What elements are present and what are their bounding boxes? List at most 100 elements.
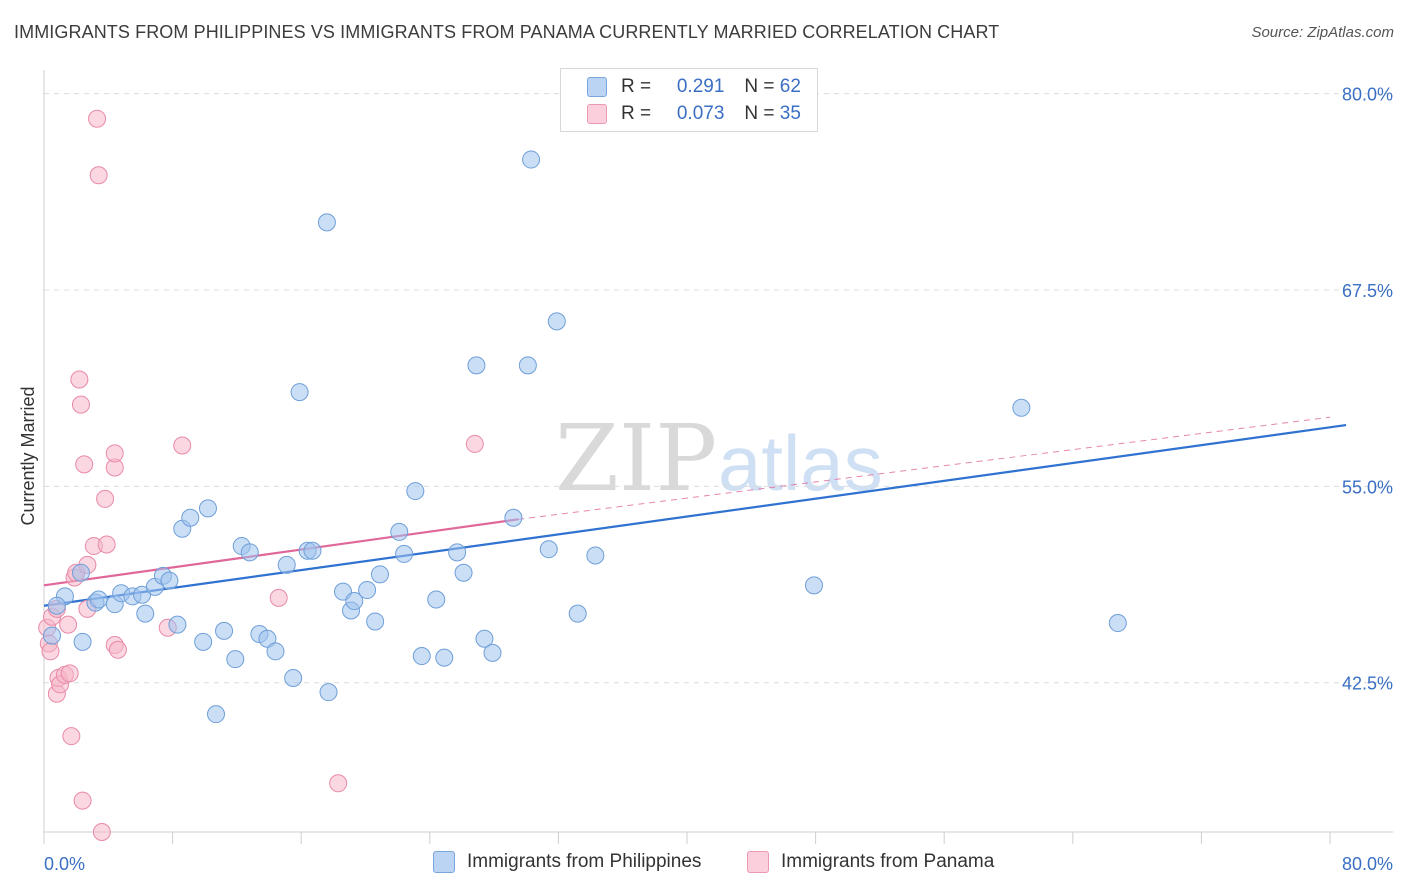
bottom-legend-panama: Immigrants from Panama: [747, 851, 994, 873]
panama-point: [60, 664, 79, 683]
philippines-point: [89, 590, 108, 609]
watermark-zip: ZIP: [555, 405, 717, 512]
panama-point: [465, 434, 484, 453]
philippines-point: [547, 312, 566, 331]
legend-n-value: 35: [779, 103, 801, 124]
philippines-point: [395, 544, 414, 563]
panama-point: [73, 791, 92, 810]
philippines-point: [475, 629, 494, 648]
bottom-legend-philippines: Immigrants from Philippines: [433, 851, 701, 873]
panama-point: [105, 444, 124, 463]
source-label: Source: ZipAtlas.com: [1251, 24, 1394, 41]
philippines-point: [518, 356, 537, 375]
philippines-point: [483, 643, 502, 662]
philippines-point: [345, 592, 364, 611]
panama-trend-line: [43, 518, 519, 587]
legend-row-philippines: R = 0.291 N = 62: [587, 75, 801, 99]
philippines-point: [454, 563, 473, 582]
panama-point: [97, 535, 116, 554]
philippines-point: [467, 356, 486, 375]
philippines-point: [284, 669, 303, 688]
watermark: ZIP atlas: [555, 405, 883, 512]
philippines-point: [43, 626, 62, 645]
philippines-point: [522, 150, 541, 169]
y-axis-label: Currently Married: [18, 386, 38, 525]
panama-point: [70, 370, 89, 389]
legend-swatch-blue: [587, 77, 607, 97]
philippines-point: [226, 650, 245, 669]
bottom-legend-label: Immigrants from Philippines: [467, 851, 702, 872]
y-tick-label: 80.0%: [1342, 85, 1393, 105]
panama-point: [41, 642, 60, 661]
bottom-legend-label: Immigrants from Panama: [781, 851, 995, 872]
philippines-point: [427, 590, 446, 609]
x-tick-label: 80.0%: [1342, 854, 1393, 874]
philippines-point: [568, 604, 587, 623]
philippines-point: [448, 543, 467, 562]
bottom-legend-swatch-pink: [747, 851, 769, 873]
philippines-point: [277, 555, 296, 574]
philippines-point: [435, 648, 454, 667]
panama-point: [59, 615, 78, 634]
bottom-legend-swatch-blue: [433, 851, 455, 873]
panama-point: [329, 774, 348, 793]
legend: R = 0.291 N = 62 R = 0.073 N = 35: [560, 68, 818, 132]
philippines-point: [160, 571, 179, 590]
philippines-point: [258, 629, 277, 648]
philippines-point: [168, 615, 187, 634]
x-tick-label: 0.0%: [44, 854, 85, 874]
philippines-point: [73, 632, 92, 651]
philippines-point: [358, 581, 377, 600]
philippines-point: [198, 499, 217, 518]
philippines-point: [303, 541, 322, 560]
philippines-point: [240, 543, 259, 562]
panama-point: [92, 823, 111, 841]
philippines-point: [586, 546, 605, 565]
philippines-point: [181, 508, 200, 527]
panama-point: [89, 166, 108, 185]
philippines-point: [317, 213, 336, 232]
philippines-point: [194, 632, 213, 651]
panama-point: [75, 455, 94, 474]
philippines-point: [504, 508, 523, 527]
panama-point: [108, 640, 127, 659]
y-tick-label: 55.0%: [1342, 477, 1393, 497]
y-tick-label: 67.5%: [1342, 281, 1393, 301]
panama-trend-extension: [518, 416, 1331, 520]
panama-point: [71, 395, 90, 414]
philippines-point: [370, 565, 389, 584]
philippines-point: [406, 482, 425, 501]
panama-point: [62, 727, 81, 746]
legend-r-value: 0.073: [676, 103, 725, 124]
philippines-point: [290, 383, 309, 402]
philippines-point: [47, 596, 66, 615]
legend-r-value: 0.291: [676, 76, 725, 97]
panama-point: [96, 489, 115, 508]
legend-row-panama: R = 0.073 N = 35: [587, 102, 801, 126]
philippines-point: [412, 647, 431, 666]
philippines-trend-line: [43, 423, 1347, 607]
panama-point: [88, 109, 107, 128]
chart-title: IMMIGRANTS FROM PHILIPPINES VS IMMIGRANT…: [14, 22, 1000, 42]
legend-r-label: R =: [621, 103, 652, 124]
philippines-point: [366, 612, 385, 631]
philippines-point: [539, 540, 558, 559]
panama-point: [173, 436, 192, 455]
legend-n-label: N =: [744, 76, 775, 97]
y-tick-label: 42.5%: [1342, 674, 1393, 694]
philippines-point: [71, 563, 90, 582]
philippines-point: [390, 522, 409, 541]
philippines-point: [207, 705, 226, 724]
philippines-point: [215, 621, 234, 640]
philippines-point: [136, 604, 155, 623]
legend-n-value: 62: [779, 76, 801, 97]
philippines-point: [319, 683, 338, 702]
philippines-point: [1012, 398, 1031, 417]
legend-r-label: R =: [621, 76, 652, 97]
legend-n-label: N =: [744, 103, 775, 124]
philippines-point: [266, 642, 285, 661]
legend-swatch-pink: [587, 104, 607, 124]
panama-point: [269, 588, 288, 607]
philippines-point: [1108, 614, 1127, 633]
